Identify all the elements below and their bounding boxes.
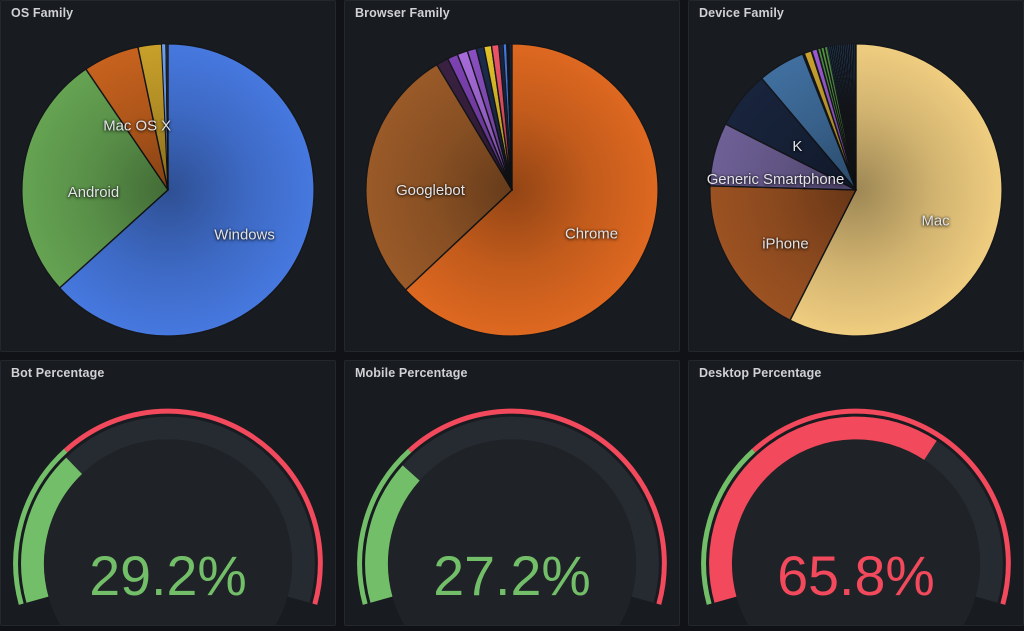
panel-os-family: OS Family Windows Android Mac OS X (0, 0, 336, 352)
pie-slice-label: Windows (214, 228, 274, 244)
browser-family-pie-chart[interactable]: Chrome Googlebot (345, 1, 679, 351)
pie-slice-label: iPhone (762, 237, 808, 253)
panel-desktop-percentage: Desktop Percentage 65.8% (688, 360, 1024, 626)
gauge-value-text: 65.8% (777, 545, 935, 607)
pie-slice-label: Generic Smartphone (707, 172, 845, 188)
pie-slice-label: Mac OS X (103, 118, 171, 134)
panel-title-desktop-percentage[interactable]: Desktop Percentage (699, 366, 822, 380)
panel-browser-family: Browser Family Chrome Googlebot (344, 0, 680, 352)
panel-title-os-family[interactable]: OS Family (11, 6, 74, 20)
pie-slice-label: Mac (921, 214, 950, 230)
pie-slice-label: Android (68, 185, 119, 201)
pie-slice-label: Googlebot (396, 183, 466, 199)
gauge-value-text: 27.2% (433, 545, 591, 607)
panel-bot-percentage: Bot Percentage 29.2% (0, 360, 336, 626)
gauge-value-text: 29.2% (89, 545, 247, 607)
bot-percentage-gauge[interactable]: 29.2% (1, 361, 335, 625)
panel-title-browser-family[interactable]: Browser Family (355, 6, 450, 20)
device-family-pie-chart[interactable]: Mac iPhone Generic Smartphone K (689, 1, 1023, 351)
panel-mobile-percentage: Mobile Percentage 27.2% (344, 360, 680, 626)
panel-title-mobile-percentage[interactable]: Mobile Percentage (355, 366, 468, 380)
pie-slice-label: K (792, 139, 802, 155)
panel-device-family: Device Family Mac iPhone Generic Smartphon… (688, 0, 1024, 352)
pie-slice-label: Chrome (565, 227, 618, 243)
panel-title-device-family[interactable]: Device Family (699, 6, 785, 20)
desktop-percentage-gauge[interactable]: 65.8% (689, 361, 1023, 625)
os-family-pie-chart[interactable]: Windows Android Mac OS X (1, 1, 335, 351)
panel-title-bot-percentage[interactable]: Bot Percentage (11, 366, 105, 380)
mobile-percentage-gauge[interactable]: 27.2% (345, 361, 679, 625)
